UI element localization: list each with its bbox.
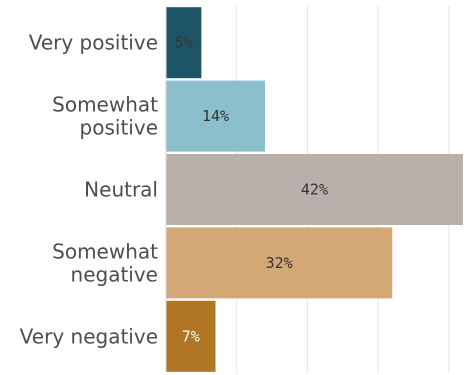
bar-3: [166, 227, 393, 299]
category-label-4: Very negative: [20, 324, 158, 348]
category-label-line-3-0: Somewhat: [52, 239, 158, 263]
value-label-2: 42%: [301, 181, 328, 199]
value-label-4: 7%: [182, 327, 200, 345]
bar-2: [166, 154, 463, 225]
category-label-line-3-1: negative: [71, 262, 158, 286]
value-label-layer: 5% 14% 42% 32% 7%: [175, 34, 328, 346]
category-label-line-1-1: positive: [80, 116, 158, 140]
value-label-0: 5%: [175, 34, 193, 52]
category-label-line-1-0: Somewhat: [52, 93, 158, 117]
category-label-3: Somewhat negative: [52, 239, 158, 286]
bar-4: [166, 300, 216, 372]
category-label-line-4-0: Very negative: [20, 324, 158, 348]
category-label-line-0-0: Very positive: [29, 31, 158, 55]
category-label-line-2-0: Neutral: [84, 178, 158, 202]
category-label-0: Very positive: [29, 31, 158, 55]
value-label-1: 14%: [202, 107, 229, 125]
category-label-2: Neutral: [84, 178, 158, 202]
value-label-3: 32%: [266, 254, 293, 272]
category-label-1: Somewhat positive: [52, 93, 158, 140]
bar-layer: [166, 7, 463, 372]
bar-1: [166, 80, 265, 152]
bar-0: [166, 7, 202, 79]
